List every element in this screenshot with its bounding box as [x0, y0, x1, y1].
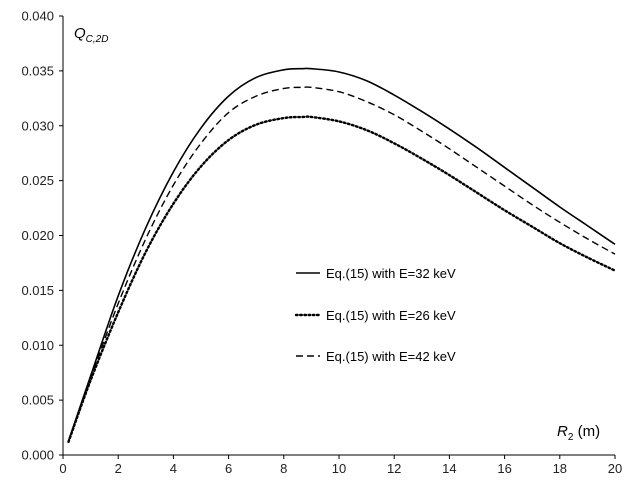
- legend-label-3: Eq.(15) with E=42 keV: [326, 349, 456, 364]
- x-tick-label: 2: [115, 461, 122, 476]
- legend-label-1: Eq.(15) with E=32 keV: [326, 266, 456, 281]
- y-tick-label: 0.010: [21, 338, 54, 353]
- x-tick-label: 14: [442, 461, 456, 476]
- y-tick-label: 0.040: [21, 9, 54, 24]
- y-tick-label: 0.035: [21, 63, 54, 78]
- series-line-2: [67, 115, 617, 444]
- series-line-3: [67, 86, 616, 443]
- x-tick-label: 4: [170, 461, 177, 476]
- series-layer: [67, 67, 617, 444]
- y-tick-label: 0.030: [21, 118, 54, 133]
- y-axis-label: QC,2D: [74, 25, 108, 45]
- x-tick-label: 12: [387, 461, 401, 476]
- axis-labels: QC,2D R2 (m): [74, 25, 600, 443]
- x-tick-label: 0: [59, 461, 66, 476]
- y-tick-label: 0.005: [21, 393, 54, 408]
- x-tick-label: 20: [608, 461, 622, 476]
- y-tick-label: 0.025: [21, 173, 54, 188]
- x-tick-label: 10: [332, 461, 346, 476]
- x-axis-label: R2 (m): [557, 423, 600, 443]
- axes: 0 2 4 6 8 10 12 14 16 18 20 0.000 0.005 0.010 0.015 0.0…: [21, 9, 622, 477]
- x-tick-label: 6: [225, 461, 232, 476]
- series-line-1: [67, 67, 616, 441]
- legend-label-2: Eq.(15) with E=26 keV: [326, 308, 456, 323]
- y-tick-label: 0.015: [21, 283, 54, 298]
- x-tick-label: 16: [497, 461, 511, 476]
- x-tick-label: 8: [280, 461, 287, 476]
- y-tick-label: 0.020: [21, 228, 54, 243]
- legend: Eq.(15) with E=32 keV Eq.(15) with E=26 k…: [294, 266, 456, 364]
- y-tick-label: 0.000: [21, 448, 54, 463]
- x-tick-label: 18: [553, 461, 567, 476]
